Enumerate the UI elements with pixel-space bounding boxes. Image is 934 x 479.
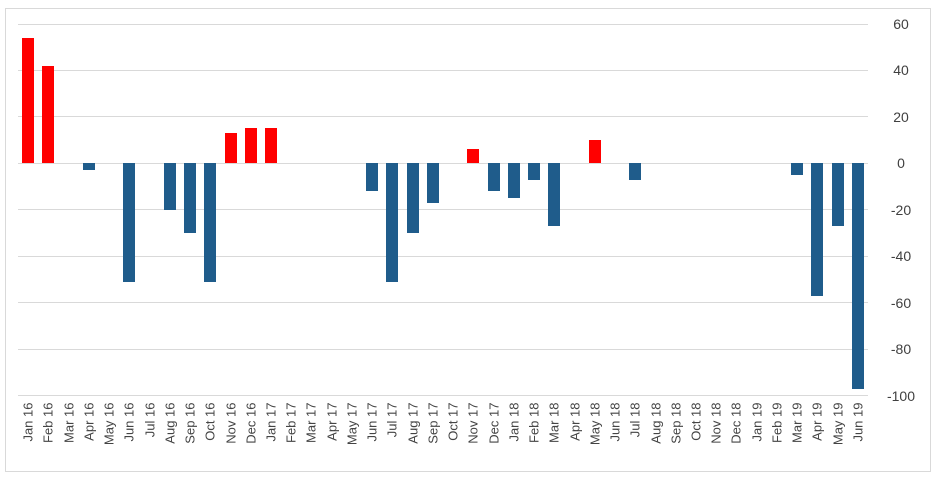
x-axis-label: Aug 18: [648, 402, 663, 444]
y-axis-tick-label: 20: [893, 108, 909, 125]
y-axis-tick-label: -60: [890, 294, 912, 311]
bar: [791, 163, 804, 175]
bar: [507, 163, 520, 199]
bar: [184, 163, 197, 233]
bar: [82, 163, 95, 171]
x-axis-label: Jan 19: [749, 402, 765, 442]
x-axis-label: Feb 16: [40, 402, 56, 443]
x-axis-label: Mar 18: [546, 402, 562, 443]
x-axis-label: Apr 16: [81, 402, 97, 441]
x-axis-label: Jun 19: [850, 402, 866, 442]
bar: [467, 149, 480, 164]
x-axis-label: Sep 18: [668, 402, 684, 444]
gridline: [18, 255, 868, 257]
x-axis-label: May 18: [587, 402, 603, 446]
x-axis-label: Jul 17: [384, 402, 400, 438]
x-axis-label: Jul 16: [142, 402, 158, 438]
bar: [487, 163, 500, 192]
y-axis-tick-label: 0: [897, 155, 905, 172]
y-axis-tick-label: -40: [890, 248, 912, 265]
y-axis-tick-label: 60: [893, 16, 909, 32]
y-axis-tick-label: -80: [890, 341, 912, 358]
bar: [426, 163, 439, 203]
y-axis-tick-label: -20: [890, 201, 912, 218]
x-axis-label: Jan 18: [506, 402, 522, 442]
bar: [811, 163, 824, 296]
gridline: [18, 209, 868, 211]
chart-border: [5, 8, 931, 472]
x-axis-label: Apr 17: [324, 402, 340, 441]
x-axis-label: Mar 19: [789, 402, 805, 443]
y-axis-tick-label: 40: [893, 62, 909, 79]
x-axis-label: May 17: [344, 402, 360, 446]
bar: [264, 128, 277, 164]
x-axis-label: Jul 18: [627, 402, 643, 438]
bar: [548, 163, 561, 226]
x-axis-label: Dec 18: [728, 402, 744, 444]
gridline: [18, 302, 868, 304]
bar: [244, 128, 257, 164]
x-axis-label: Feb 18: [526, 402, 542, 443]
x-axis-label: Dec 16: [243, 402, 259, 444]
gridline: [18, 23, 868, 25]
bar: [528, 163, 541, 180]
bar: [42, 65, 55, 164]
bar: [22, 37, 35, 164]
x-axis-label: Jan 16: [20, 402, 36, 442]
gridline: [18, 69, 868, 71]
x-axis-label: Feb 19: [769, 402, 785, 443]
x-axis-label: Mar 17: [303, 402, 319, 443]
bar: [224, 133, 237, 164]
x-axis-label: Oct 16: [202, 402, 218, 441]
bar: [123, 163, 136, 282]
x-axis-label: Nov 16: [223, 402, 238, 444]
x-axis-label: Nov 17: [465, 402, 481, 444]
bar: [366, 163, 379, 192]
bar: [163, 163, 176, 210]
x-axis-label: Nov 18: [708, 402, 724, 444]
x-axis-label: Apr 18: [567, 402, 583, 441]
x-axis-label: Mar 16: [61, 402, 77, 443]
bar: [204, 163, 217, 282]
bar: [386, 163, 399, 282]
bar: [851, 163, 864, 389]
bar: [406, 163, 419, 233]
gridline: [18, 162, 868, 164]
bar: [831, 163, 844, 226]
x-axis-label: Dec 17: [486, 402, 502, 444]
x-axis-label: Jun 16: [121, 402, 137, 442]
x-axis-label: Aug 17: [405, 402, 421, 444]
x-axis-label: Feb 17: [283, 402, 299, 443]
gridline: [18, 348, 868, 350]
x-axis-label: Sep 16: [182, 402, 198, 444]
x-axis-label: Jun 18: [607, 402, 623, 442]
x-axis-label: Jan 17: [263, 402, 279, 442]
x-axis-label: Apr 19: [809, 402, 825, 441]
gridline: [18, 116, 868, 118]
y-axis-tick-label: -100: [886, 387, 916, 404]
x-axis-label: Oct 18: [688, 402, 704, 441]
bar: [588, 140, 601, 164]
x-axis-label: May 16: [101, 402, 117, 446]
gridline: [18, 395, 868, 396]
x-axis-label: Sep 17: [425, 402, 441, 444]
bar: [629, 163, 642, 180]
x-axis-label: Aug 16: [162, 402, 178, 444]
x-axis-label: Oct 17: [445, 402, 461, 441]
x-axis-label: May 19: [830, 402, 846, 446]
x-axis-label: Jun 17: [364, 402, 380, 442]
